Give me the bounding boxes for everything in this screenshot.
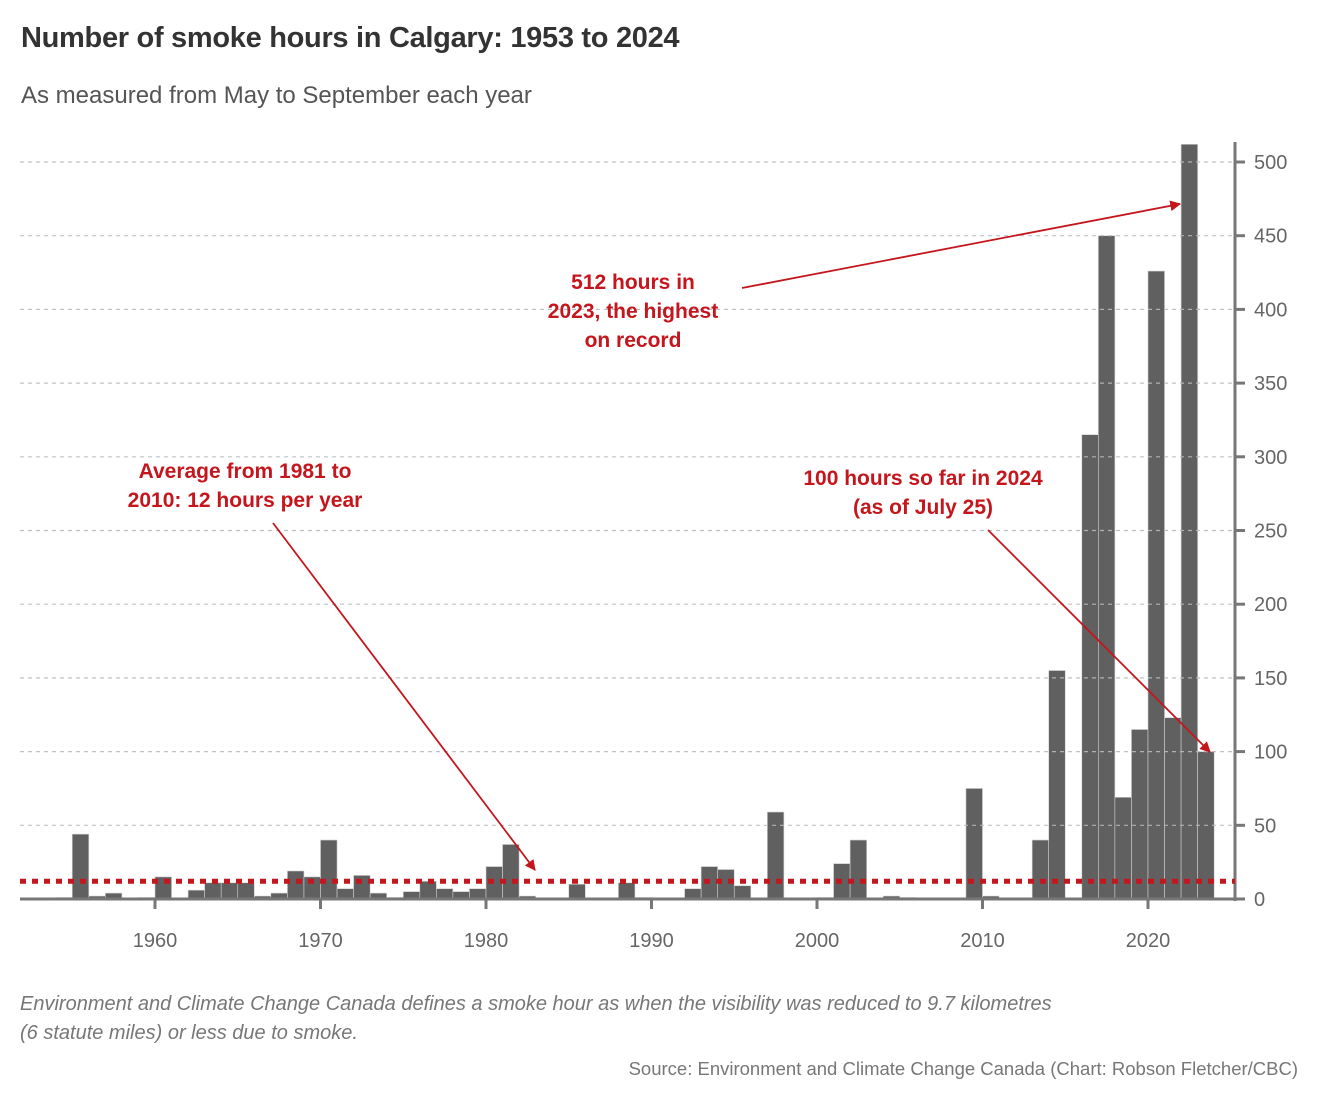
bar-2014 (1031, 839, 1050, 900)
bar-1978 (436, 888, 454, 900)
bar-2022 (1164, 717, 1182, 900)
bar-1993 (684, 888, 702, 900)
x-tick-label: 1980 (464, 930, 509, 952)
y-tick-label: 100 (1254, 742, 1287, 764)
y-tick-label: 250 (1254, 521, 1287, 543)
y-tick-label: 500 (1254, 152, 1287, 174)
annotation-average-line: 2010: 12 hours per year (127, 489, 363, 512)
arrow-2024 (987, 529, 1211, 753)
bar-1969 (287, 870, 305, 900)
y-tick-label: 50 (1254, 815, 1276, 837)
annotation-2024-line: 100 hours so far in 2024 (803, 467, 1043, 490)
arrow-record (741, 200, 1182, 289)
annotation-record-line: on record (584, 329, 682, 352)
y-tick-label: 150 (1254, 668, 1287, 690)
annotation-2024: 100 hours so far in 2024 (as of July 25) (803, 464, 1042, 522)
y-tick-label: 300 (1254, 447, 1287, 469)
x-tick-label: 1990 (629, 930, 674, 952)
bar-1965 (220, 882, 239, 900)
x-tick-label: 2000 (795, 930, 840, 952)
source-credit: Source: Environment and Climate Change C… (628, 1058, 1298, 1079)
footnote: Environment and Climate Change Canada de… (20, 990, 1300, 1048)
bar-1964 (204, 882, 222, 900)
y-tick-label: 200 (1254, 594, 1287, 616)
y-tick-label: 400 (1254, 299, 1287, 321)
bar-2020 (1131, 729, 1149, 900)
bar-1977 (419, 881, 437, 900)
x-tick-label: 1960 (133, 930, 178, 952)
footnote-line: (6 statute miles) or less due to smoke. (20, 1022, 358, 1044)
y-tick-label: 0 (1254, 889, 1265, 911)
annotation-record-line: 2023, the highest (547, 300, 719, 323)
annotation-2024-line: (as of July 25) (852, 496, 994, 519)
annotation-record: 512 hours in 2023, the highest on record (548, 268, 718, 355)
bar-2017 (1081, 434, 1099, 900)
bar-1995 (717, 869, 735, 900)
bar-1956 (71, 833, 90, 900)
bar-1980 (469, 888, 487, 900)
chart-subtitle: As measured from May to September each y… (21, 82, 532, 109)
y-tick-label: 350 (1254, 373, 1287, 395)
bar-2015 (1048, 670, 1066, 900)
bar-2018 (1098, 235, 1116, 900)
annotation-average: Average from 1981 to 2010: 12 hours per … (128, 457, 363, 515)
bar-2003 (849, 839, 867, 900)
bar-1982 (502, 844, 520, 900)
y-tick-label: 450 (1254, 226, 1287, 248)
bar-2021 (1147, 270, 1165, 900)
bar-2023 (1180, 144, 1198, 900)
x-tick-label: 2010 (960, 930, 1005, 952)
arrow-average (272, 522, 536, 871)
bar-1996 (733, 885, 752, 900)
bar-1966 (237, 882, 255, 900)
bar-1989 (618, 882, 636, 900)
x-tick-label: 1970 (298, 930, 343, 952)
annotation-average-line: Average from 1981 to (138, 460, 352, 483)
bar-1972 (336, 888, 354, 900)
x-tick-label: 2020 (1126, 930, 1171, 952)
chart-title: Number of smoke hours in Calgary: 1953 t… (21, 22, 680, 54)
footnote-line: Environment and Climate Change Canada de… (20, 993, 1052, 1015)
bar-1986 (568, 883, 586, 900)
annotation-record-line: 512 hours in (571, 271, 695, 294)
bar-1971 (320, 839, 338, 900)
